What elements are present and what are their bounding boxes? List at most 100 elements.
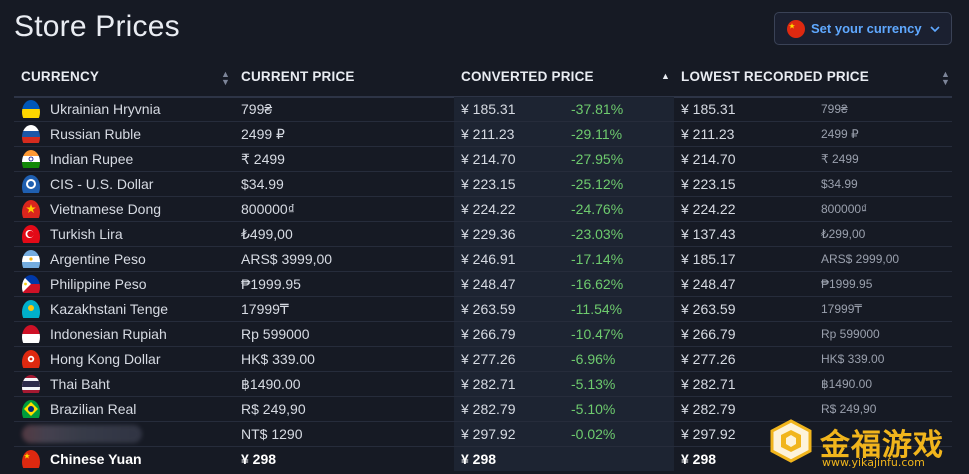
table-row[interactable]: Ukrainian Hryvnia 799₴ ¥ 185.31 -37.81% …: [14, 97, 952, 122]
table-row[interactable]: Argentine Peso ARS$ 3999,00 ¥ 246.91 -17…: [14, 247, 952, 272]
current-price: ₺499,00: [241, 226, 293, 242]
converted-price: ¥ 282.79: [461, 401, 516, 417]
current-price: HK$ 339.00: [241, 351, 315, 367]
currency-name: Turkish Lira: [50, 226, 123, 242]
header-currency-label: CURRENCY: [21, 69, 100, 84]
china-flag-icon: [787, 19, 805, 38]
currency-name: Argentine Peso: [50, 251, 146, 267]
currency-name: Indonesian Rupiah: [50, 326, 167, 342]
lowest-price-original: 800000₫: [821, 202, 868, 216]
lowest-price: ¥ 211.23: [681, 126, 735, 142]
china-flag-icon: [22, 450, 40, 474]
header-converted-price-label: CONVERTED PRICE: [461, 69, 594, 84]
price-difference: -17.14%: [571, 251, 624, 267]
converted-column-bg: [454, 322, 674, 346]
table-row[interactable]: Turkish Lira ₺499,00 ¥ 229.36 -23.03% ¥ …: [14, 222, 952, 247]
table-row[interactable]: Thai Baht ฿1490.00 ¥ 282.71 -5.13% ¥ 282…: [14, 372, 952, 397]
current-price: 2499 ₽: [241, 126, 285, 142]
price-difference: -10.47%: [571, 326, 624, 342]
current-price: ₹ 2499: [241, 151, 285, 167]
argentina-flag-icon: [22, 250, 40, 274]
table-row[interactable]: CIS - U.S. Dollar $34.99 ¥ 223.15 -25.12…: [14, 172, 952, 197]
blurred-currency-name: [22, 425, 142, 443]
lowest-price: ¥ 248.47: [681, 276, 736, 292]
set-currency-button[interactable]: Set your currency: [774, 12, 952, 45]
current-price: ¥ 298: [241, 451, 277, 467]
price-difference: -6.96%: [571, 351, 616, 367]
base-currency-row[interactable]: Chinese Yuan ¥ 298 ¥ 298 ¥ 298: [14, 447, 952, 471]
currency-name: Kazakhstani Tenge: [50, 301, 169, 317]
lowest-price: ¥ 185.31: [681, 101, 736, 117]
thailand-flag-icon: [22, 375, 40, 399]
lowest-price-original: $34.99: [821, 177, 858, 191]
converted-column-bg: [454, 197, 674, 221]
converted-column-bg: [454, 222, 674, 246]
cis-flag-icon: [22, 175, 40, 199]
table-row[interactable]: Indian Rupee ₹ 2499 ¥ 214.70 -27.95% ¥ 2…: [14, 147, 952, 172]
watermark-logo-icon: [770, 419, 812, 463]
lowest-price: ¥ 224.22: [681, 201, 736, 217]
ukraine-flag-icon: [22, 100, 40, 124]
converted-price: ¥ 298: [461, 451, 497, 467]
lowest-price: ¥ 266.79: [681, 326, 736, 342]
header-current-price[interactable]: CURRENT PRICE: [241, 62, 355, 94]
converted-price: ¥ 211.23: [461, 126, 515, 142]
current-price: Rp 599000: [241, 326, 310, 342]
table-row[interactable]: Indonesian Rupiah Rp 599000 ¥ 266.79 -10…: [14, 322, 952, 347]
header-lowest-recorded-price[interactable]: LOWEST RECORDED PRICE ▲ ▼: [681, 62, 951, 94]
header-currency[interactable]: CURRENCY ▲ ▼: [21, 62, 231, 94]
price-difference: -16.62%: [571, 276, 624, 292]
converted-price: ¥ 266.79: [461, 326, 516, 342]
header-lowest-price-label: LOWEST RECORDED PRICE: [681, 69, 869, 84]
hong-kong-flag-icon: [22, 350, 40, 374]
lowest-price: ¥ 282.71: [681, 376, 736, 392]
lowest-price: ¥ 185.17: [681, 251, 736, 267]
table-row[interactable]: Russian Ruble 2499 ₽ ¥ 211.23 -29.11% ¥ …: [14, 122, 952, 147]
lowest-price: ¥ 137.43: [681, 226, 736, 242]
converted-column-bg: [454, 272, 674, 296]
price-difference: -37.81%: [571, 101, 624, 117]
converted-column-bg: [454, 347, 674, 371]
converted-price: ¥ 229.36: [461, 226, 516, 242]
sort-both-icon: ▲ ▼: [221, 69, 231, 87]
price-difference: -29.11%: [571, 126, 623, 142]
converted-price: ¥ 223.15: [461, 176, 516, 192]
converted-price: ¥ 248.47: [461, 276, 516, 292]
price-difference: -24.76%: [571, 201, 624, 217]
header-converted-price[interactable]: CONVERTED PRICE ▲: [461, 62, 671, 94]
table-row[interactable]: NT$ 1290 ¥ 297.92 -0.02% ¥ 297.92: [14, 422, 952, 447]
lowest-price: ¥ 223.15: [681, 176, 736, 192]
converted-column-bg: [454, 247, 674, 271]
lowest-price: ¥ 214.70: [681, 151, 736, 167]
table-header: CURRENCY ▲ ▼ CURRENT PRICE CONVERTED PRIC…: [14, 62, 952, 98]
converted-price: ¥ 282.71: [461, 376, 516, 392]
lowest-price: ¥ 263.59: [681, 301, 736, 317]
lowest-price-original: ₹ 2499: [821, 152, 859, 166]
lowest-price-original: ARS$ 2999,00: [821, 252, 900, 266]
lowest-price-original: ฿1490.00: [821, 377, 873, 391]
kazakhstan-flag-icon: [22, 300, 40, 324]
price-difference: -5.10%: [571, 401, 616, 417]
current-price: ฿1490.00: [241, 376, 301, 392]
watermark: 金福游戏 www.yikajinfu.com: [762, 412, 962, 474]
lowest-price-original: ₱1999.95: [821, 277, 873, 291]
currency-name: Russian Ruble: [50, 126, 142, 142]
table-row[interactable]: Hong Kong Dollar HK$ 339.00 ¥ 277.26 -6.…: [14, 347, 952, 372]
table-row[interactable]: Kazakhstani Tenge 17999₸ ¥ 263.59 -11.54…: [14, 297, 952, 322]
russia-flag-icon: [22, 125, 40, 149]
current-price: $34.99: [241, 176, 284, 192]
table-row[interactable]: Philippine Peso ₱1999.95 ¥ 248.47 -16.62…: [14, 272, 952, 297]
converted-column-bg: [454, 422, 674, 446]
lowest-price-original: R$ 249,90: [821, 402, 877, 416]
table-row[interactable]: Vietnamese Dong 800000₫ ¥ 224.22 -24.76%…: [14, 197, 952, 222]
currency-name: Indian Rupee: [50, 151, 134, 167]
currency-name: Vietnamese Dong: [50, 201, 162, 217]
currency-name: Ukrainian Hryvnia: [50, 101, 161, 117]
price-difference: -5.13%: [571, 376, 616, 392]
converted-price: ¥ 297.92: [461, 426, 516, 442]
converted-price: ¥ 214.70: [461, 151, 516, 167]
currency-name: Hong Kong Dollar: [50, 351, 161, 367]
table-row[interactable]: Brazilian Real R$ 249,90 ¥ 282.79 -5.10%…: [14, 397, 952, 422]
price-difference: -23.03%: [571, 226, 624, 242]
vietnam-flag-icon: [22, 200, 40, 224]
